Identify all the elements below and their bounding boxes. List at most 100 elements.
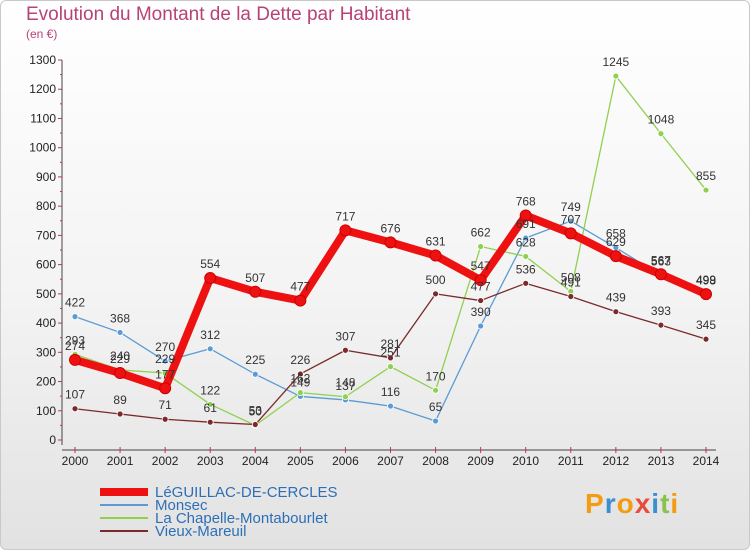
data-point [432,386,439,394]
x-tick-label: 2006 [332,454,359,468]
y-tick-label: 500 [36,287,56,301]
data-label: 491 [561,275,581,289]
data-label: 662 [471,225,491,239]
data-point [657,130,665,138]
data-label: 390 [471,305,491,319]
data-label: 116 [381,385,400,399]
data-point [294,294,307,307]
x-tick-label: 2002 [152,454,179,468]
data-label: 107 [65,388,85,402]
data-label: 274 [65,339,85,353]
axes: 0 100 200 300 400 500 600 700 800 900 1000 1100 1200… [29,53,719,468]
chart-title: Evolution du Montant de la Dette par Hab… [26,4,411,25]
data-label: 393 [651,304,671,318]
data-point [702,335,710,343]
data-label: 148 [335,376,355,390]
data-point [387,354,394,362]
data-point [116,329,124,336]
x-tick-label: 2001 [107,454,134,468]
data-point [296,389,304,397]
data-point [612,72,620,80]
data-label: 567 [651,253,671,267]
data-point [71,313,79,321]
data-label: 498 [696,273,716,287]
data-point [477,322,485,330]
data-label: 170 [426,369,446,383]
data-labels: 2742291775545074777176766315477687076295… [65,55,716,418]
data-point [429,249,442,262]
data-label: 307 [335,329,355,343]
data-label: 281 [380,337,400,351]
y-tick-label: 0 [49,433,56,447]
data-point [71,405,79,413]
data-label: 507 [245,271,265,285]
data-point [564,227,577,240]
data-label: 50 [249,404,263,418]
data-point [342,346,349,354]
data-label: 547 [471,259,491,273]
legend-label: LéGUILLAC-DE-CERCLES [155,484,338,501]
data-label: 225 [245,353,265,367]
data-label: 717 [335,209,355,223]
data-label: 368 [110,311,130,325]
y-tick-label: 200 [36,375,56,389]
data-label: 629 [606,235,626,249]
x-tick-label: 2010 [512,454,539,468]
legend-label: Vieux-Mareuil [155,523,246,540]
data-point [206,400,214,408]
data-label: 53 [249,404,263,418]
data-point [249,285,262,298]
y-tick-label: 300 [36,345,56,359]
y-tick-label: 700 [36,228,56,242]
data-point [251,421,259,428]
data-point [477,297,485,304]
data-label: 229 [155,352,175,366]
y-tick-label: 1000 [29,141,56,155]
data-label: 61 [204,401,218,415]
chart-unit: (en €) [26,27,58,41]
data-label: 122 [200,383,220,397]
y-tick-label: 900 [36,170,56,184]
data-point [474,274,487,287]
data-label: 162 [290,372,310,386]
data-label: 65 [429,400,443,414]
legend-label: Monsec [155,497,208,514]
data-label: 477 [471,280,491,294]
data-point [654,268,667,281]
data-label: 508 [561,271,581,285]
y-tick-label: 600 [36,258,56,272]
data-point [567,217,575,225]
data-point [522,253,530,260]
data-label: 477 [290,280,310,294]
data-point [432,417,439,425]
x-tick-label: 2012 [603,454,630,468]
data-label: 229 [110,352,130,366]
data-label: 226 [290,353,310,367]
data-label: 137 [335,379,355,393]
data-point [251,370,259,378]
data-point [206,418,214,426]
data-point [114,367,127,380]
data-label: 676 [380,221,400,235]
data-label: 499 [696,273,716,287]
data-point [116,410,124,418]
data-point [204,272,217,285]
data-label: 768 [516,195,536,209]
data-label: 270 [155,340,175,354]
data-point [612,308,620,316]
x-tick-label: 2005 [287,454,314,468]
data-point [567,293,575,300]
data-point [339,224,352,237]
y-tick-label: 1300 [29,53,56,67]
x-tick-label: 2004 [242,454,269,468]
y-tick-label: 100 [36,404,56,418]
data-point [161,415,169,423]
data-point [206,345,214,353]
data-point [342,393,349,401]
x-tick-label: 2000 [62,454,89,468]
data-label: 439 [606,291,626,305]
data-point [522,234,530,242]
data-point [700,288,712,301]
